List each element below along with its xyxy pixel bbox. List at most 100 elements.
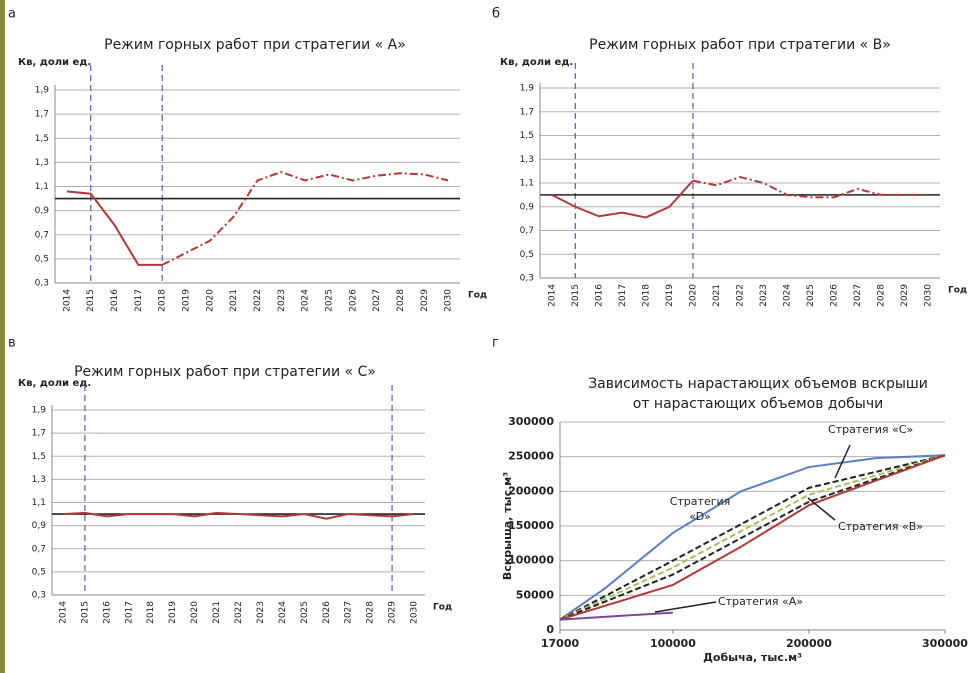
x-tick-label: 2025: [806, 284, 816, 307]
x-tick-label: 2017: [134, 289, 144, 312]
x-tick-label: 2016: [110, 289, 120, 312]
x-axis-label: Год: [948, 286, 967, 296]
y-tick-label: 1,1: [35, 182, 49, 192]
x-tick-label: 2014: [547, 284, 557, 307]
x-tick-label: 2029: [420, 289, 430, 312]
x-tick-label: 200000: [786, 637, 832, 650]
y-tick-label: 1,3: [35, 158, 49, 168]
data-line: [161, 170, 449, 266]
x-tick-label: 2018: [641, 284, 651, 307]
y-tick-label: 1,5: [32, 452, 46, 462]
x-tick-label: 100000: [650, 637, 696, 650]
y-tick-label: 1,5: [35, 134, 49, 144]
x-tick-label: 2019: [665, 284, 675, 307]
y-tick-label: 1,7: [520, 107, 534, 117]
y-tick-label: 1,3: [520, 155, 534, 165]
x-tick-label: 2014: [58, 601, 68, 624]
x-tick-label: 2023: [256, 601, 266, 624]
y-tick-label: 0,5: [520, 250, 534, 260]
annotation-arrow: [807, 497, 836, 521]
x-tick-label: 2022: [736, 284, 746, 307]
x-tick-label: 2030: [444, 289, 454, 312]
y-tick-label: 0,3: [32, 591, 46, 601]
x-axis-label: Год: [468, 291, 487, 301]
panel-letter: в: [8, 336, 16, 351]
x-axis-label: Добыча, тыс.м³: [703, 651, 802, 664]
x-tick-label: 2018: [158, 289, 168, 312]
x-tick-label: 2022: [234, 601, 244, 624]
x-tick-label: 2026: [322, 601, 332, 624]
x-tick-label: 2020: [688, 284, 698, 307]
y-tick-label: 1,9: [32, 406, 47, 416]
x-axis-label: Год: [433, 603, 452, 613]
y-tick-label: 1,9: [35, 86, 50, 96]
y-tick-label: 0,9: [520, 202, 535, 212]
panel-letter: г: [492, 336, 499, 351]
data-line: [692, 176, 929, 199]
data-line: [62, 511, 415, 520]
x-tick-label: 2019: [182, 289, 192, 312]
x-tick-label: 2024: [278, 601, 288, 624]
annotation: Стратегия: [670, 495, 731, 508]
x-tick-label: 2027: [853, 284, 863, 307]
y-tick-label: 1,7: [32, 429, 46, 439]
data-line: [559, 454, 946, 621]
y-axis-label: Кв, доли ед.: [18, 57, 91, 68]
x-tick-label: 2021: [212, 601, 222, 624]
x-tick-label: 2015: [86, 289, 96, 312]
x-tick-label: 2021: [229, 289, 239, 312]
data-line: [559, 454, 946, 621]
x-tick-label: 2028: [396, 289, 406, 312]
chart-title: Режим горных работ при стратегии « В»: [589, 37, 891, 53]
y-tick-label: 0,5: [35, 254, 49, 264]
x-tick-label: 2015: [80, 601, 90, 624]
data-line: [559, 454, 946, 621]
chart-title: от нарастающих объемов добычи: [633, 396, 883, 412]
chart-title: Зависимость нарастающих объемов вскрыши: [588, 376, 928, 392]
x-tick-label: 2019: [168, 601, 178, 624]
x-tick-label: 2026: [830, 284, 840, 307]
x-tick-label: 2017: [618, 284, 628, 307]
x-tick-label: 2030: [410, 601, 420, 624]
x-tick-label: 2027: [372, 289, 382, 312]
y-tick-label: 0,9: [32, 521, 47, 531]
x-tick-label: 2018: [146, 601, 156, 624]
y-tick-label: 0,9: [35, 206, 50, 216]
y-tick-label: 0,3: [35, 279, 49, 289]
y-tick-label: 1,7: [35, 110, 49, 120]
data-line: [559, 454, 946, 621]
x-tick-label: 2020: [190, 601, 200, 624]
y-tick-label: 1,9: [520, 84, 535, 94]
x-tick-label: 2026: [348, 289, 358, 312]
x-tick-label: 2021: [712, 284, 722, 307]
x-tick-label: 2020: [205, 289, 215, 312]
annotation: Стратегия «С»: [828, 423, 913, 436]
x-tick-label: 2014: [62, 289, 72, 312]
x-tick-label: 2025: [300, 601, 310, 624]
y-tick-label: 250000: [508, 450, 554, 463]
y-tick-label: 300000: [508, 415, 554, 428]
data-line: [66, 190, 163, 266]
x-tick-label: 2016: [594, 284, 604, 307]
y-tick-label: 150000: [508, 519, 554, 532]
x-tick-label: 17000: [541, 637, 580, 650]
annotation: Стратегия «А»: [718, 595, 803, 608]
x-tick-label: 2022: [253, 289, 263, 312]
x-tick-label: 2025: [324, 289, 334, 312]
y-tick-label: 0,7: [35, 230, 49, 240]
x-tick-label: 2024: [783, 284, 793, 307]
annotation-arrow: [654, 601, 717, 613]
y-tick-label: 0: [546, 623, 554, 636]
y-tick-label: 0,7: [520, 226, 534, 236]
annotation-arrow: [834, 444, 851, 479]
data-line: [559, 454, 946, 621]
x-tick-label: 2017: [124, 601, 134, 624]
y-axis-label: Кв, доли ед.: [500, 57, 573, 68]
data-line: [551, 179, 694, 219]
x-tick-label: 2016: [102, 601, 112, 624]
y-tick-label: 0,5: [32, 567, 46, 577]
data-line: [559, 611, 673, 621]
y-tick-label: 50000: [516, 588, 555, 601]
y-tick-label: 100000: [508, 554, 554, 567]
y-tick-label: 1,1: [32, 498, 46, 508]
